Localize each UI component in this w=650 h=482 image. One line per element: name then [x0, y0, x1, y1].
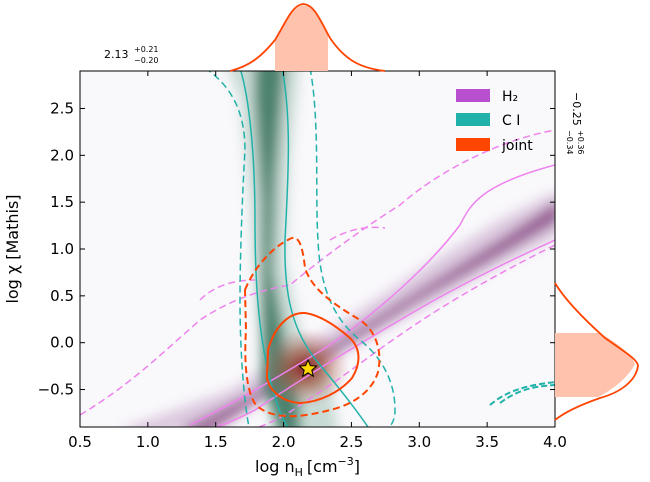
legend-label-joint: joint: [501, 138, 533, 154]
marginal-y-curve: [554, 282, 639, 421]
h2-contour-inner: [189, 164, 555, 427]
y-tick-label: −0.5: [38, 381, 74, 399]
x-axis-title-close: ]: [354, 457, 360, 476]
marginal-y-minus: −0.34: [565, 130, 574, 155]
y-tick-label: 0.5: [50, 287, 74, 305]
joint-contour-outer: [243, 236, 381, 418]
ci-contour-island: [489, 381, 555, 406]
y-tick-label: 0.0: [50, 334, 74, 352]
y-tick-label: 2.0: [50, 146, 74, 164]
ci-density-band: [229, 71, 338, 427]
y-tick-label: 2.5: [50, 99, 74, 117]
marginal-x-value: 2.13: [104, 48, 129, 61]
best-fit-star-icon: [298, 358, 318, 378]
x-axis-title-unit: [cm: [307, 457, 338, 476]
x-tick-label: 2.5: [339, 433, 363, 451]
marginal-y: −0.25 +0.36 −0.34: [554, 92, 639, 421]
marginal-x-curve: [229, 3, 386, 72]
axis-ticks: 0.5 1.0 1.5 2.0 2.5 3.0 3.5 4.0 −0.5 0.0 0.5 1.0 1.5…: [38, 71, 567, 451]
y-tick-label: 1.5: [50, 193, 74, 211]
x-tick-label: 0.5: [68, 433, 92, 451]
legend-swatch-h2: [456, 89, 490, 102]
legend-swatch-ci: [456, 113, 490, 126]
x-axis-title-exp: −3: [338, 455, 354, 468]
x-axis-title: log nH [cm−3]: [255, 455, 360, 479]
x-axis-title-sub: H: [295, 466, 303, 479]
joint-contour-inner: [265, 311, 360, 405]
x-tick-label: 3.0: [407, 433, 431, 451]
marginal-x: 2.13 +0.21 −0.20: [104, 3, 386, 72]
x-tick-label: 1.5: [204, 433, 228, 451]
x-tick-label: 1.0: [136, 433, 160, 451]
legend: H₂ C I joint: [456, 89, 533, 154]
marginal-y-fill: [555, 333, 635, 397]
marginal-y-plus: +0.36: [576, 130, 585, 155]
y-tick-label: 1.0: [50, 240, 74, 258]
legend-swatch-joint: [456, 138, 490, 151]
marginal-x-fill: [275, 5, 328, 71]
x-tick-label: 3.5: [475, 433, 499, 451]
marginal-x-plus: +0.21: [134, 45, 159, 54]
x-axis-title-main: log n: [255, 457, 295, 476]
marginal-x-minus: −0.20: [134, 56, 159, 65]
legend-label-h2: H₂: [502, 89, 518, 105]
best-fit-layer: [298, 358, 318, 378]
ci-contour-outer: [207, 71, 396, 427]
h2-density-band: [128, 192, 555, 427]
x-tick-label: 4.0: [543, 433, 567, 451]
h2-contour-outer: [80, 129, 555, 427]
ci-contour-inner: [240, 71, 369, 427]
marginal-y-value: −0.25: [570, 92, 583, 126]
x-tick-label: 2.0: [272, 433, 296, 451]
legend-label-ci: C I: [502, 113, 520, 129]
y-axis-title: log χ [Mathis]: [3, 194, 22, 303]
